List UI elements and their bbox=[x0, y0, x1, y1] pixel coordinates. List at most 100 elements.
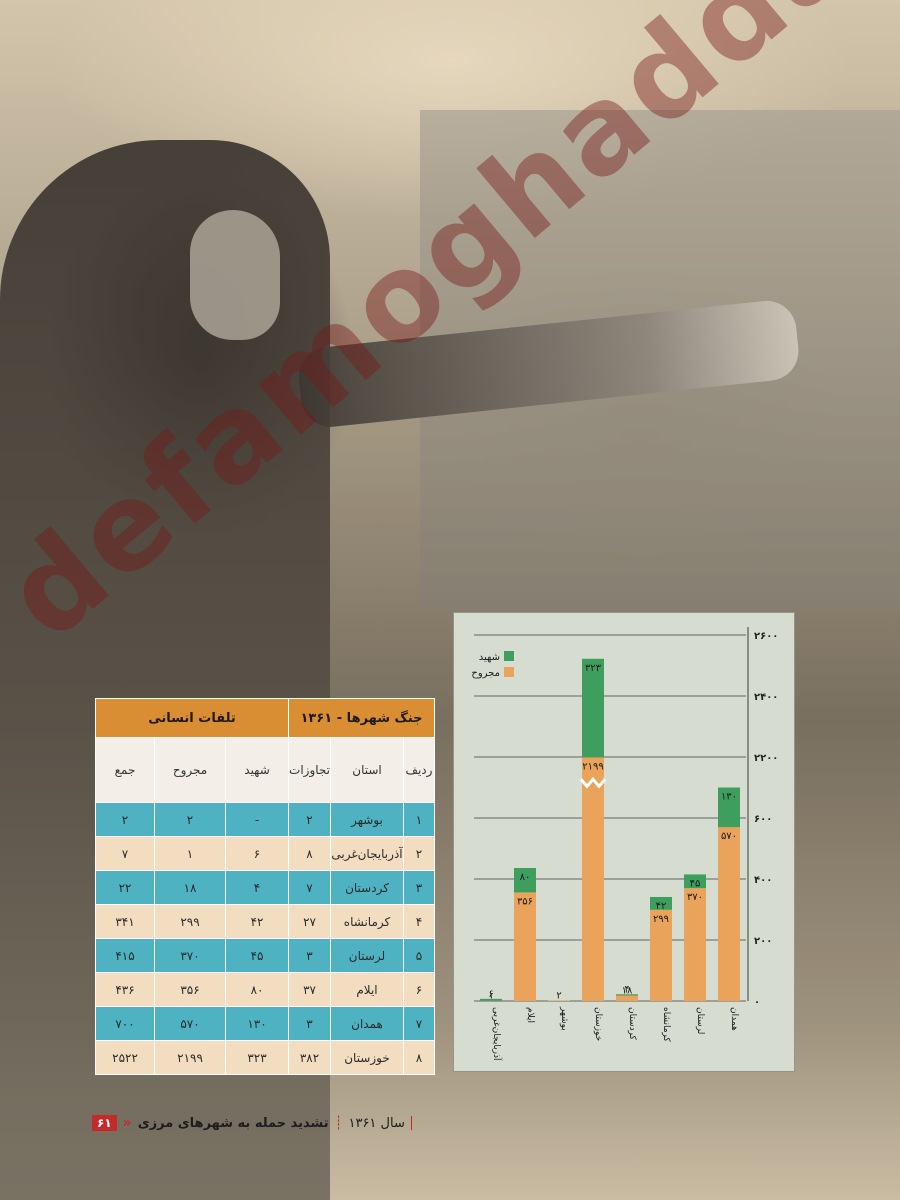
cell-row-number: ۴ bbox=[403, 904, 435, 939]
bar-wounded bbox=[718, 827, 740, 1001]
col-header-martyrs: شهید bbox=[225, 737, 290, 803]
y-tick-label: ۲۴۰۰ bbox=[754, 692, 778, 703]
bar-wounded bbox=[616, 995, 638, 1001]
cell-row-number: ۱ bbox=[403, 802, 435, 837]
cell-province: ایلام bbox=[330, 972, 404, 1007]
footer-year: سال ۱۳۶۱ bbox=[348, 1115, 405, 1131]
legend-swatch-wounded bbox=[504, 667, 514, 677]
data-label-martyrs: ۴ bbox=[624, 984, 629, 995]
data-label-martyrs: ۱۳۰ bbox=[721, 792, 737, 803]
legend-label-wounded: مجروح bbox=[471, 668, 500, 679]
x-category-label: لرستان bbox=[695, 1007, 705, 1034]
cell-wounded: ۳۷۰ bbox=[154, 938, 227, 973]
table-title-right: جنگ شهرها - ۱۳۶۱ bbox=[288, 698, 435, 738]
bar-wounded bbox=[582, 757, 604, 1001]
cell-row-number: ۳ bbox=[403, 870, 435, 905]
bar-martyrs bbox=[650, 896, 672, 910]
bar-wounded bbox=[514, 892, 536, 1001]
y-tick-label: ۲۲۰۰ bbox=[754, 753, 778, 764]
cell-row-number: ۶ bbox=[403, 972, 435, 1007]
cell-wounded: ۲۱۹۹ bbox=[154, 1040, 227, 1075]
cell-martyrs: ۱۳۰ bbox=[225, 1006, 290, 1041]
data-label-wounded: ۵۷۰ bbox=[721, 831, 737, 842]
cell-total: ۳۴۱ bbox=[94, 904, 156, 939]
cell-province: آذربایجان‌غربی bbox=[330, 836, 404, 871]
table-row: ۸ خوزستان ۳۸۲ ۳۲۳ ۲۱۹۹ ۲۵۲۲ bbox=[94, 1040, 435, 1075]
cell-wounded: ۲۹۹ bbox=[154, 904, 227, 939]
col-header-total: جمع bbox=[94, 737, 156, 803]
table-row: ۲ آذربایجان‌غربی ۸ ۶ ۱ ۷ bbox=[94, 836, 435, 871]
col-header-attacks: تجاوزات bbox=[288, 737, 331, 803]
casualties-table: جنگ شهرها - ۱۳۶۱ تلفات انسانی ردیف استان… bbox=[94, 698, 435, 1075]
data-label-wounded: ۲۱۹۹ bbox=[582, 761, 603, 772]
footer-title: تشدید حمله به شهرهای مرزی bbox=[137, 1115, 329, 1131]
cell-total: ۷۰۰ bbox=[94, 1006, 156, 1041]
x-category-label: همدان bbox=[729, 1007, 739, 1031]
col-header-province: استان bbox=[330, 737, 404, 803]
cell-province: کردستان bbox=[330, 870, 404, 905]
bar-martyrs bbox=[514, 868, 536, 893]
cell-total: ۲۵۲۲ bbox=[94, 1040, 156, 1075]
cell-total: ۷ bbox=[94, 836, 156, 871]
cell-total: ۲ bbox=[94, 802, 156, 837]
x-category-label: ایلام bbox=[525, 1007, 535, 1023]
cell-martyrs: ۳۲۳ bbox=[225, 1040, 290, 1075]
cell-martyrs: ۸۰ bbox=[225, 972, 290, 1007]
double-chevron-icon: « bbox=[122, 1115, 132, 1131]
y-tick-label: ۴۰۰ bbox=[754, 875, 772, 886]
cell-row-number: ۷ bbox=[403, 1006, 435, 1041]
cell-attacks: ۸ bbox=[288, 836, 331, 871]
bar-martyrs bbox=[480, 998, 502, 1001]
cell-attacks: ۷ bbox=[288, 870, 331, 905]
cell-wounded: ۱۸ bbox=[154, 870, 227, 905]
cell-wounded: ۵۷۰ bbox=[154, 1006, 227, 1041]
cell-wounded: ۳۵۶ bbox=[154, 972, 227, 1007]
data-label-wounded: ۱۸ bbox=[622, 986, 633, 997]
cell-attacks: ۳ bbox=[288, 938, 331, 973]
legend-label-martyrs: شهید bbox=[479, 652, 500, 663]
y-tick-label: ۰ bbox=[754, 997, 760, 1008]
page-number: ۶۱ bbox=[92, 1115, 117, 1131]
data-label-martyrs: ۴۵ bbox=[690, 878, 701, 889]
casualties-bar-chart: ۰ ۲۰۰ ۴۰۰ ۶۰۰ ۲۲۰۰ ۲۴۰۰ ۲۶۰۰ ۱ ۶ آذربایجان‌غربی ۳۵… bbox=[453, 612, 795, 1072]
bar-martyrs bbox=[684, 874, 706, 889]
table-row: ۳ کردستان ۷ ۴ ۱۸ ۲۲ bbox=[94, 870, 435, 905]
data-label-martyrs: ۶ bbox=[488, 989, 493, 1000]
table-row: ۶ ایلام ۳۷ ۸۰ ۳۵۶ ۴۳۶ bbox=[94, 972, 435, 1007]
page-footer: سال ۱۳۶۱ ┊ تشدید حمله به شهرهای مرزی « ۶… bbox=[92, 1112, 412, 1134]
cell-martyrs: ۴۲ bbox=[225, 904, 290, 939]
x-category-label: آذربایجان‌غربی bbox=[491, 1007, 503, 1061]
data-label-wounded: ۳۷۰ bbox=[687, 892, 703, 903]
cell-total: ۴۱۵ bbox=[94, 938, 156, 973]
cell-attacks: ۲۷ bbox=[288, 904, 331, 939]
cell-total: ۴۳۶ bbox=[94, 972, 156, 1007]
cell-row-number: ۲ bbox=[403, 836, 435, 871]
footer-divider: ┊ bbox=[334, 1115, 343, 1131]
bar-martyrs bbox=[616, 994, 638, 996]
cell-attacks: ۳۸۲ bbox=[288, 1040, 331, 1075]
table-title-left: تلفات انسانی bbox=[94, 698, 290, 738]
data-label-wounded: ۳۵۶ bbox=[517, 896, 533, 907]
bar-wounded bbox=[650, 909, 672, 1001]
bar-wounded bbox=[684, 888, 706, 1001]
cell-attacks: ۲ bbox=[288, 802, 331, 837]
table-row: ۷ همدان ۳ ۱۳۰ ۵۷۰ ۷۰۰ bbox=[94, 1006, 435, 1041]
cell-attacks: ۳۷ bbox=[288, 972, 331, 1007]
cell-martyrs: - bbox=[225, 802, 290, 837]
cell-province: خوزستان bbox=[330, 1040, 404, 1075]
data-label-wounded: ۱ bbox=[488, 991, 493, 1002]
bar-wounded bbox=[548, 1000, 570, 1001]
cell-province: لرستان bbox=[330, 938, 404, 973]
cell-martyrs: ۴ bbox=[225, 870, 290, 905]
col-header-row-number: ردیف bbox=[403, 737, 435, 803]
axis-break-mark bbox=[579, 777, 607, 789]
table-row: ۵ لرستان ۳ ۴۵ ۳۷۰ ۴۱۵ bbox=[94, 938, 435, 973]
cell-wounded: ۲ bbox=[154, 802, 227, 837]
cell-row-number: ۵ bbox=[403, 938, 435, 973]
data-label-wounded: ۲ bbox=[556, 990, 561, 1001]
legend-swatch-martyrs bbox=[504, 651, 514, 661]
cell-attacks: ۳ bbox=[288, 1006, 331, 1041]
y-tick-label: ۲۶۰۰ bbox=[754, 631, 778, 642]
chart-svg: ۰ ۲۰۰ ۴۰۰ ۶۰۰ ۲۲۰۰ ۲۴۰۰ ۲۶۰۰ ۱۶ آذربایجان‌غربی ۳۵… bbox=[471, 627, 778, 1061]
cell-martyrs: ۴۵ bbox=[225, 938, 290, 973]
